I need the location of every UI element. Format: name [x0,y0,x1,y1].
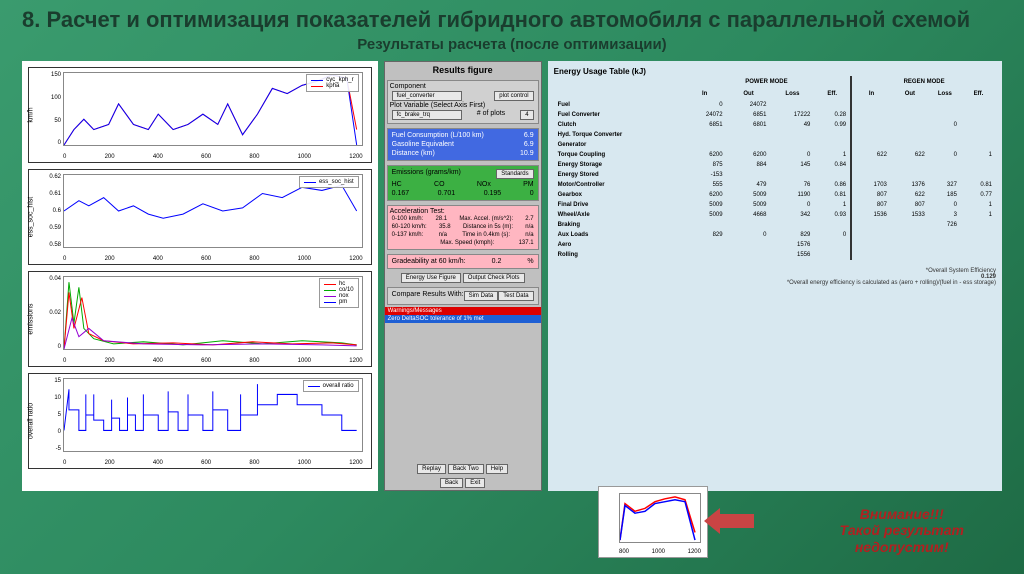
warning-l2: Такой результат [839,522,964,539]
plots-label: # of plots [477,110,505,120]
component-label: Component [390,83,536,90]
output-plots-button[interactable]: Output Check Plots [463,273,525,283]
ylabel: ess_soc_hist [28,197,35,237]
yticks: 150100500 [43,72,61,146]
results-title: Results figure [385,62,541,78]
ylabel: overall ratio [28,403,35,439]
ylabel: emissions [28,304,35,335]
standards-button[interactable]: Standards [496,169,533,179]
yticks: 0.040.020 [43,276,61,350]
mini-xticks: 80010001200 [619,549,701,555]
subtitle: Результаты расчета (после оптимизации) [22,36,1002,53]
test-data-button[interactable]: Test Data [498,291,533,301]
emissions-values: 0.1670.7010.1950 [390,189,536,198]
soc-message: Zero DeltaSOC tolerance of 1% met [385,315,541,323]
results-panel: Results figure Component fuel_converter … [384,61,542,491]
dist-label: Distance (km) [392,150,435,157]
chart-soc: ess_soc_hist 0.620.610.60.590.58 0200400… [28,169,372,265]
replay-button[interactable]: Replay [417,464,446,474]
compare-label: Compare Results With: [392,291,464,301]
chart-ratio: overall ratio 151050-5 02004006008001000… [28,373,372,469]
warning-text: Внимание!!! Такой результат недопустим! [839,506,964,556]
energy-table-panel: Energy Usage Table (kJ) POWER MODEREGEN … [548,61,1002,491]
power-mode-header: POWER MODE [683,76,851,88]
plot-var-label: Plot Variable (Select Axis First) [390,102,536,109]
plots-value[interactable]: 4 [520,110,533,120]
fuel-cons-val: 6.9 [524,132,534,139]
arrow-icon [704,508,754,534]
chart-speed: km/h 150100500 020040060080010001200 cyc… [28,67,372,163]
fuel-cons-label: Fuel Consumption (L/100 km) [392,132,484,139]
xticks: 020040060080010001200 [63,256,363,262]
charts-panel: km/h 150100500 020040060080010001200 cyc… [22,61,378,491]
legend: cyc_kph_rkpha [306,74,358,92]
regen-mode-header: REGEN MODE [851,76,996,88]
warnings-bar[interactable]: Warnings/Messages [385,307,541,315]
energy-table: POWER MODEREGEN MODE InOutLossEff.InOutL… [554,76,996,260]
gas-eq-val: 6.9 [524,141,534,148]
page-title: 8. Расчет и оптимизация показателей гибр… [22,8,1002,32]
back-button[interactable]: Back [440,478,463,488]
warning-l1: Внимание!!! [839,506,964,523]
plot-var-select[interactable]: fc_brake_trq [392,110,462,120]
chart-emissions: emissions 0.040.020 02004006008001000120… [28,271,372,367]
dist-val: 10.9 [520,150,534,157]
help-button[interactable]: Help [486,464,508,474]
energy-figure-button[interactable]: Energy Use Figure [401,273,461,283]
efficiency-formula: *Overall energy efficiency is calculated… [554,280,996,286]
warning-l3: недопустим! [839,539,964,556]
ylabel: km/h [28,108,35,123]
emissions-header: HCCONOxPM [390,180,536,189]
accel-title: Acceleration Test: [390,208,536,215]
plot-control-button[interactable]: plot control [494,91,533,101]
grade-val: 0.2 [492,258,502,265]
legend: overall ratio [303,380,359,392]
grade-label: Gradeability at 60 km/h: [392,258,466,265]
yticks: 151050-5 [43,378,61,452]
emissions-title: Emissions (grams/km) [392,169,461,179]
energy-title: Energy Usage Table (kJ) [554,67,996,76]
xticks: 020040060080010001200 [63,358,363,364]
back-two-button[interactable]: Back Two [448,464,484,474]
sim-data-button[interactable]: Sim Data [464,291,499,301]
legend: hcco/10noxpm [319,278,359,308]
component-select[interactable]: fuel_converter [392,91,462,101]
gas-eq-label: Gasoline Equivalent [392,141,454,148]
yticks: 0.620.610.60.590.58 [43,174,61,248]
exit-button[interactable]: Exit [465,478,485,488]
xticks: 020040060080010001200 [63,460,363,466]
mini-chart: 80010001200 [598,486,708,558]
xticks: 020040060080010001200 [63,154,363,160]
grade-unit: % [527,258,533,265]
legend: ess_soc_hist [299,176,359,188]
